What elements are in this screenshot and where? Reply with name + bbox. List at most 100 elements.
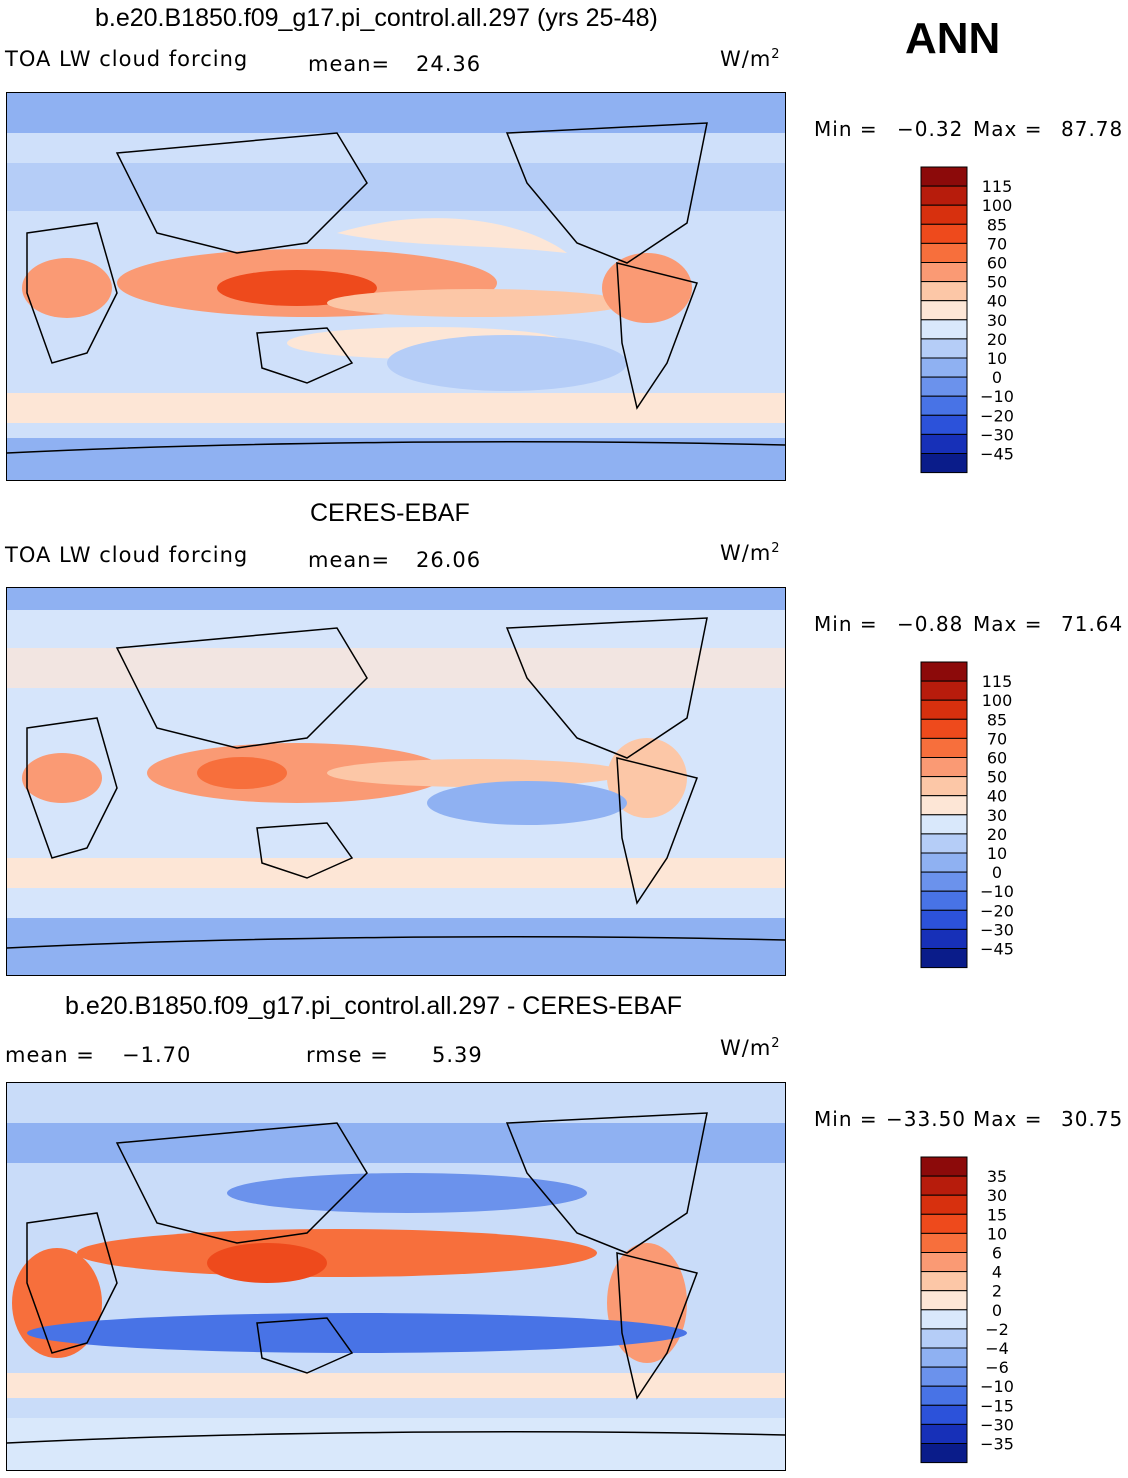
panel1-title: b.e20.B1850.f09_g17.pi_control.all.297 (… xyxy=(95,4,658,32)
panel3-max-label: Max = xyxy=(973,1107,1043,1131)
panel2-min-label: Min = xyxy=(814,612,878,636)
colorbar-tick-label: −35 xyxy=(980,1435,1014,1454)
colorbar-box xyxy=(920,1175,968,1196)
panel1-se-pacific-stratus xyxy=(387,335,627,391)
colorbar-tick-label: −45 xyxy=(980,445,1014,464)
panel1-min-label: Min = xyxy=(814,117,878,141)
colorbar-box xyxy=(920,453,968,474)
colorbar-box xyxy=(920,1271,968,1292)
panel2-warm-pool-core xyxy=(197,757,287,789)
panel3-mean-label: mean = xyxy=(5,1043,95,1067)
colorbar-box xyxy=(920,1385,968,1406)
panel2-mean-label: mean= xyxy=(308,548,391,572)
colorbar-box xyxy=(920,357,968,378)
colorbar-box xyxy=(920,414,968,435)
panel1-warm-pool-core xyxy=(217,270,377,306)
panel2-coastline-north-america xyxy=(505,617,708,759)
panel1-min-value: −0.32 xyxy=(897,117,964,141)
colorbar-box xyxy=(920,166,968,187)
colorbar-tick-label: 100 xyxy=(982,691,1013,710)
colorbar-tick-label: 70 xyxy=(987,234,1007,253)
colorbar-box xyxy=(920,871,968,892)
colorbar-box xyxy=(920,1194,968,1215)
panel2-colorbar-boxes xyxy=(920,661,968,969)
colorbar-box xyxy=(920,718,968,739)
colorbar-tick-label: 6 xyxy=(992,1244,1002,1263)
panel1-antarctic-band xyxy=(7,438,785,480)
colorbar-box xyxy=(920,680,968,701)
panel2-max-value: 71.64 xyxy=(1061,612,1124,636)
colorbar-box xyxy=(920,1328,968,1349)
colorbar-box xyxy=(920,890,968,911)
colorbar-tick-label: 0 xyxy=(992,368,1002,387)
panel2-coastline-antarctica xyxy=(7,935,785,949)
panel3-min-label: Min = xyxy=(814,1107,878,1131)
colorbar-tick-label: 40 xyxy=(987,787,1007,806)
colorbar-tick-label: 30 xyxy=(987,311,1007,330)
panel2-warm-pool xyxy=(147,743,447,803)
colorbar-box xyxy=(920,1423,968,1444)
panel2-arctic-band xyxy=(7,588,785,610)
panel2-coastline-south-america xyxy=(616,757,698,905)
panel2-units: W/m2 xyxy=(720,541,781,565)
colorbar-box xyxy=(920,433,968,454)
colorbar-box xyxy=(920,852,968,873)
panel3-units: W/m2 xyxy=(720,1036,781,1060)
colorbar-tick-label: 60 xyxy=(987,749,1007,768)
colorbar-box xyxy=(920,1252,968,1273)
colorbar-box xyxy=(920,737,968,759)
panel2-max-label: Max = xyxy=(973,612,1043,636)
panel1-storm-track-north xyxy=(7,163,785,211)
panel3-itcz-positive xyxy=(77,1229,597,1277)
colorbar-tick-label: 30 xyxy=(987,1186,1007,1205)
colorbar-box xyxy=(920,319,968,340)
colorbar-tick-label: −6 xyxy=(985,1358,1009,1377)
colorbar-tick-label: 85 xyxy=(987,215,1007,234)
colorbar-box xyxy=(920,1290,968,1311)
panel2-variable-label: TOA LW cloud forcing xyxy=(5,543,249,567)
colorbar-box xyxy=(920,833,968,854)
colorbar-tick-label: 15 xyxy=(987,1205,1007,1224)
colorbar-tick-label: −2 xyxy=(985,1320,1009,1339)
panel3-coastline-africa xyxy=(26,1212,118,1354)
panel3-coastline-south-america xyxy=(616,1252,698,1400)
colorbar-box xyxy=(920,242,968,264)
panel1-npacific-cloud-band xyxy=(337,218,567,253)
panel3-southern-ocean-band xyxy=(7,1373,785,1398)
panel3-colorbar-boxes xyxy=(920,1156,968,1464)
colorbar-box xyxy=(920,1443,968,1464)
colorbar-box xyxy=(920,1347,968,1368)
colorbar-box xyxy=(920,1156,968,1177)
panel3-coastline-north-america xyxy=(505,1112,708,1254)
colorbar-tick-label: −45 xyxy=(980,940,1014,959)
colorbar-box xyxy=(920,1404,968,1425)
colorbar-tick-label: 115 xyxy=(982,177,1013,196)
panel1-coastline-africa xyxy=(26,222,118,364)
colorbar-tick-label: 100 xyxy=(982,196,1013,215)
colorbar-tick-label: −4 xyxy=(985,1339,1009,1358)
panel2-coastline-asia xyxy=(115,627,368,749)
panel2-se-pacific-stratus xyxy=(427,781,627,825)
colorbar-tick-label: −15 xyxy=(980,1396,1014,1415)
colorbar-tick-label: 85 xyxy=(987,710,1007,729)
panel1-coastline-north-america xyxy=(505,122,708,264)
panel3-rmse-label: rmse = xyxy=(306,1043,389,1067)
panel3-maritime-positive xyxy=(207,1243,327,1283)
panel2-antarctic-band xyxy=(7,918,785,975)
colorbar-tick-label: 40 xyxy=(987,292,1007,311)
panel1-coastline-asia xyxy=(115,132,368,254)
colorbar-box xyxy=(920,376,968,397)
colorbar-box xyxy=(920,185,968,206)
panel3-map xyxy=(6,1082,786,1471)
colorbar-tick-label: 0 xyxy=(992,863,1002,882)
panel1-southern-ocean-band xyxy=(7,393,785,423)
panel2-mean-value: 26.06 xyxy=(416,548,482,572)
colorbar-box xyxy=(920,395,968,416)
panel1-coastline-australia xyxy=(256,327,354,384)
colorbar-tick-label: 20 xyxy=(987,825,1007,844)
